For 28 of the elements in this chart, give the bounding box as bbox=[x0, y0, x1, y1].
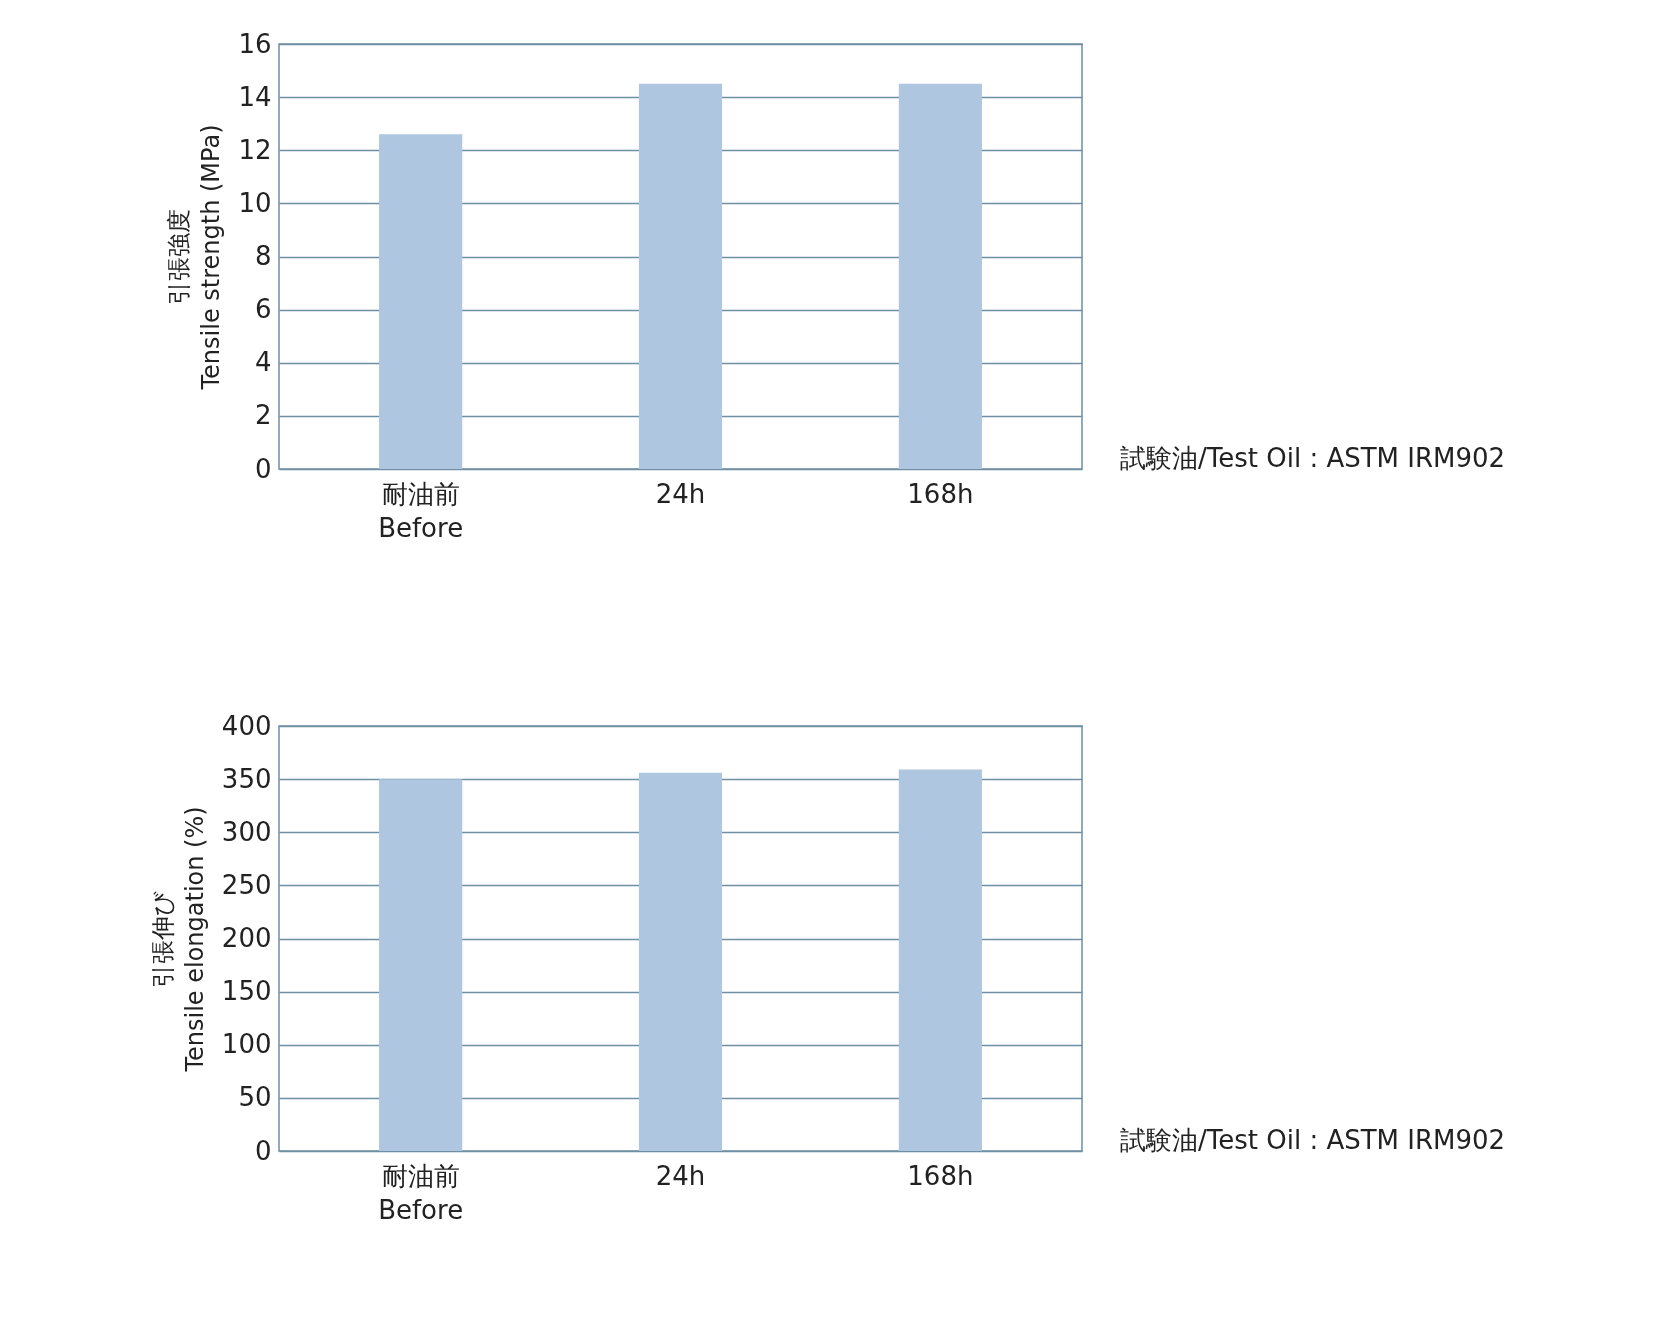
y-tick-label: 2 bbox=[254, 400, 272, 431]
y-tick-label: 10 bbox=[238, 187, 272, 218]
y-tick-label: 50 bbox=[238, 1082, 272, 1113]
y-tick-label: 8 bbox=[254, 241, 272, 271]
y-tick-label: 14 bbox=[238, 81, 272, 112]
x-tick-label: 24h bbox=[655, 1160, 706, 1191]
x-tick-label: 168h bbox=[907, 1160, 974, 1191]
y-tick-label: 350 bbox=[221, 763, 272, 794]
y-tick-label: 0 bbox=[254, 453, 272, 484]
text: 試験油/Test Oil : ASTM IRM902 bbox=[1120, 1125, 1506, 1155]
y-tick-label: 150 bbox=[221, 976, 272, 1007]
x-tick-label: 耐油前 Before bbox=[378, 1160, 464, 1225]
y-tick-label: 12 bbox=[238, 134, 272, 165]
y-tick-label: 300 bbox=[221, 816, 272, 847]
y-tick-label: 400 bbox=[221, 710, 272, 741]
y-axis-title: 引張強度 Tensile strength (MPa) bbox=[165, 124, 226, 391]
y-tick-label: 250 bbox=[221, 869, 272, 900]
y-tick-label: 100 bbox=[221, 1029, 272, 1060]
y-tick-label: 16 bbox=[238, 28, 272, 59]
y-tick-label: 6 bbox=[254, 294, 272, 325]
x-tick-label: 24h bbox=[655, 478, 706, 509]
y-tick-label: 4 bbox=[254, 347, 272, 378]
text: 試験油/Test Oil : ASTM IRM902 bbox=[1120, 443, 1506, 473]
x-tick-label: 耐油前 Before bbox=[378, 478, 464, 543]
y-axis-title: 引張伸び Tensile elongation (%) bbox=[148, 806, 209, 1073]
y-tick-label: 200 bbox=[221, 923, 272, 953]
x-tick-label: 168h bbox=[907, 478, 974, 509]
y-tick-label: 0 bbox=[254, 1135, 272, 1166]
